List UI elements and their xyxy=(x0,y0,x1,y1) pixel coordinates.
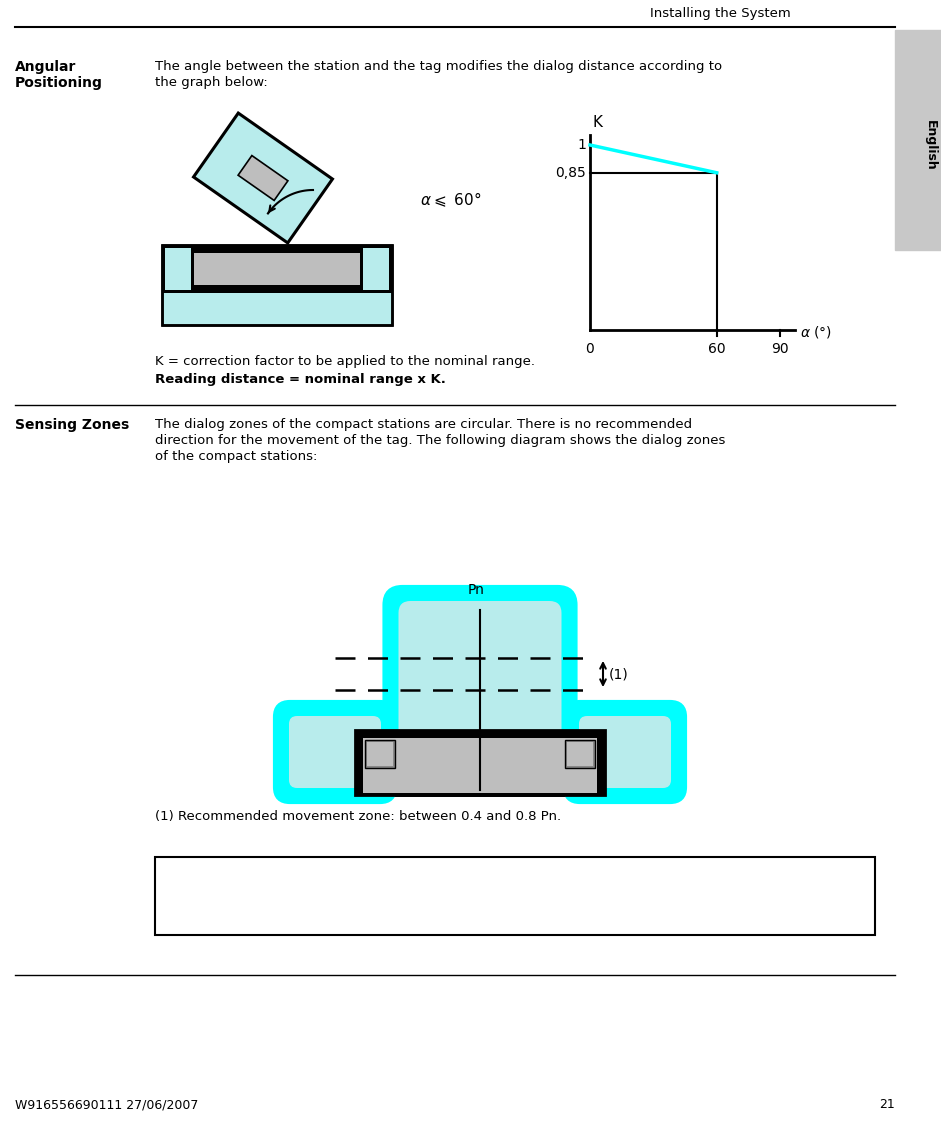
Text: Conventional range, which does not take dispersions (manufacturing, temperature,: Conventional range, which does not take … xyxy=(163,887,721,900)
Bar xyxy=(194,245,360,294)
Text: voltage, mounting in metal) into account.: voltage, mounting in metal) into account… xyxy=(163,905,441,918)
FancyBboxPatch shape xyxy=(579,716,671,788)
Bar xyxy=(360,245,392,294)
Text: 1: 1 xyxy=(577,138,586,152)
FancyBboxPatch shape xyxy=(275,702,395,802)
Bar xyxy=(367,742,393,765)
FancyBboxPatch shape xyxy=(565,702,685,802)
Text: 90: 90 xyxy=(772,342,789,356)
FancyBboxPatch shape xyxy=(289,716,381,788)
Text: 0,85: 0,85 xyxy=(555,166,586,180)
Text: W916556690111 27/06/2007: W916556690111 27/06/2007 xyxy=(15,1099,199,1111)
FancyBboxPatch shape xyxy=(398,601,562,752)
Text: 60: 60 xyxy=(708,342,726,356)
Text: Reading distance = nominal range x K.: Reading distance = nominal range x K. xyxy=(155,373,446,386)
Text: the graph below:: the graph below: xyxy=(155,76,268,89)
Text: Angular: Angular xyxy=(15,60,76,75)
Text: $\alpha$ (°): $\alpha$ (°) xyxy=(800,324,832,340)
Bar xyxy=(165,248,191,290)
Bar xyxy=(895,30,941,250)
Text: (1) Recommended movement zone: between 0.4 and 0.8 Pn.: (1) Recommended movement zone: between 0… xyxy=(155,809,561,823)
Bar xyxy=(162,245,194,294)
Bar xyxy=(565,739,595,768)
Text: Pn: Pn xyxy=(468,583,485,597)
Text: (1): (1) xyxy=(609,667,629,681)
Bar xyxy=(363,248,389,290)
Text: K = correction factor to be applied to the nominal range.: K = correction factor to be applied to t… xyxy=(155,355,535,368)
Bar xyxy=(162,245,392,325)
Text: Positioning: Positioning xyxy=(15,76,103,90)
FancyBboxPatch shape xyxy=(385,587,576,758)
Bar xyxy=(194,113,332,243)
Bar xyxy=(567,742,593,765)
Text: Note: Nominal range (Pn): Note: Nominal range (Pn) xyxy=(163,867,355,879)
Bar xyxy=(155,857,875,935)
Bar xyxy=(162,245,392,325)
Bar xyxy=(194,253,360,285)
Text: direction for the movement of the tag. The following diagram shows the dialog zo: direction for the movement of the tag. T… xyxy=(155,434,726,447)
Bar xyxy=(363,738,597,793)
Text: English: English xyxy=(923,120,936,170)
Bar xyxy=(238,156,288,201)
Text: Sensing Zones: Sensing Zones xyxy=(15,418,129,432)
Bar xyxy=(355,730,605,795)
Text: The angle between the station and the tag modifies the dialog distance according: The angle between the station and the ta… xyxy=(155,60,722,73)
Text: of the compact stations:: of the compact stations: xyxy=(155,450,317,463)
Text: 0: 0 xyxy=(585,342,595,356)
Bar xyxy=(365,739,395,768)
Text: $\alpha \leqslant$ 60°: $\alpha \leqslant$ 60° xyxy=(420,191,481,209)
Text: K: K xyxy=(593,115,603,130)
Text: The dialog zones of the compact stations are circular. There is no recommended: The dialog zones of the compact stations… xyxy=(155,418,693,431)
Text: Installing the System: Installing the System xyxy=(650,7,790,20)
Text: $\alpha$: $\alpha$ xyxy=(292,203,306,221)
Text: 21: 21 xyxy=(879,1099,895,1111)
